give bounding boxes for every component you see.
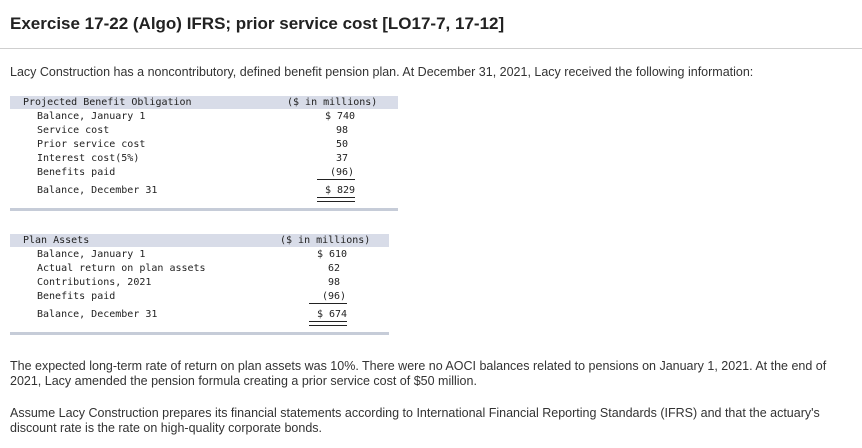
pbo-row-value: (96) bbox=[329, 167, 355, 178]
pbo-subtotal-underline bbox=[317, 179, 355, 180]
plan-assets-total-double-underline bbox=[309, 321, 347, 326]
assumptions-paragraph: The expected long-term rate of return on… bbox=[10, 359, 827, 388]
ifrs-paragraph: Assume Lacy Construction prepares its fi… bbox=[10, 406, 820, 435]
plan-assets-row-value: 62 bbox=[327, 263, 341, 274]
plan-assets-bottom-bar bbox=[10, 332, 389, 335]
plan-assets-row-label: Balance, January 1 bbox=[37, 249, 146, 260]
plan-assets-header-bar bbox=[10, 234, 389, 247]
pbo-bottom-bar bbox=[10, 208, 398, 211]
pbo-heading: Projected Benefit Obligation bbox=[23, 97, 192, 108]
pbo-row-value: $ 740 bbox=[324, 111, 356, 122]
pbo-header-bar bbox=[10, 96, 398, 109]
plan-assets-heading: Plan Assets bbox=[23, 235, 90, 246]
pbo-row-value: $ 829 bbox=[324, 185, 356, 196]
pbo-row-label: Balance, December 31 bbox=[37, 185, 158, 196]
pbo-table: Projected Benefit Obligation ($ in milli… bbox=[10, 96, 398, 214]
plan-assets-row-label: Benefits paid bbox=[37, 291, 116, 302]
page-title: Exercise 17-22 (Algo) IFRS; prior servic… bbox=[10, 14, 505, 33]
pbo-row-label: Benefits paid bbox=[37, 167, 116, 178]
plan-assets-row-value: (96) bbox=[321, 291, 347, 302]
pbo-row-value: 37 bbox=[335, 153, 349, 164]
plan-assets-row-value: 98 bbox=[327, 277, 341, 288]
plan-assets-table: Plan Assets ($ in millions) Balance, Jan… bbox=[10, 234, 389, 338]
intro-paragraph: Lacy Construction has a noncontributory,… bbox=[10, 65, 754, 79]
pbo-row-label: Balance, January 1 bbox=[37, 111, 146, 122]
pbo-row-label: Service cost bbox=[37, 125, 110, 136]
plan-assets-row-value: $ 610 bbox=[316, 249, 348, 260]
plan-assets-row-label: Actual return on plan assets bbox=[37, 263, 206, 274]
plan-assets-row-label: Contributions, 2021 bbox=[37, 277, 152, 288]
plan-assets-row-value: $ 674 bbox=[316, 309, 348, 320]
pbo-row-value: 50 bbox=[335, 139, 349, 150]
plan-assets-row-label: Balance, December 31 bbox=[37, 309, 158, 320]
plan-assets-unit: ($ in millions) bbox=[280, 235, 371, 246]
pbo-row-label: Prior service cost bbox=[37, 139, 146, 150]
pbo-unit: ($ in millions) bbox=[287, 97, 378, 108]
pbo-total-double-underline bbox=[317, 197, 355, 202]
pbo-row-value: 98 bbox=[335, 125, 349, 136]
pbo-row-label: Interest cost(5%) bbox=[37, 153, 140, 164]
title-divider bbox=[0, 48, 862, 49]
plan-assets-subtotal-underline bbox=[309, 303, 347, 304]
